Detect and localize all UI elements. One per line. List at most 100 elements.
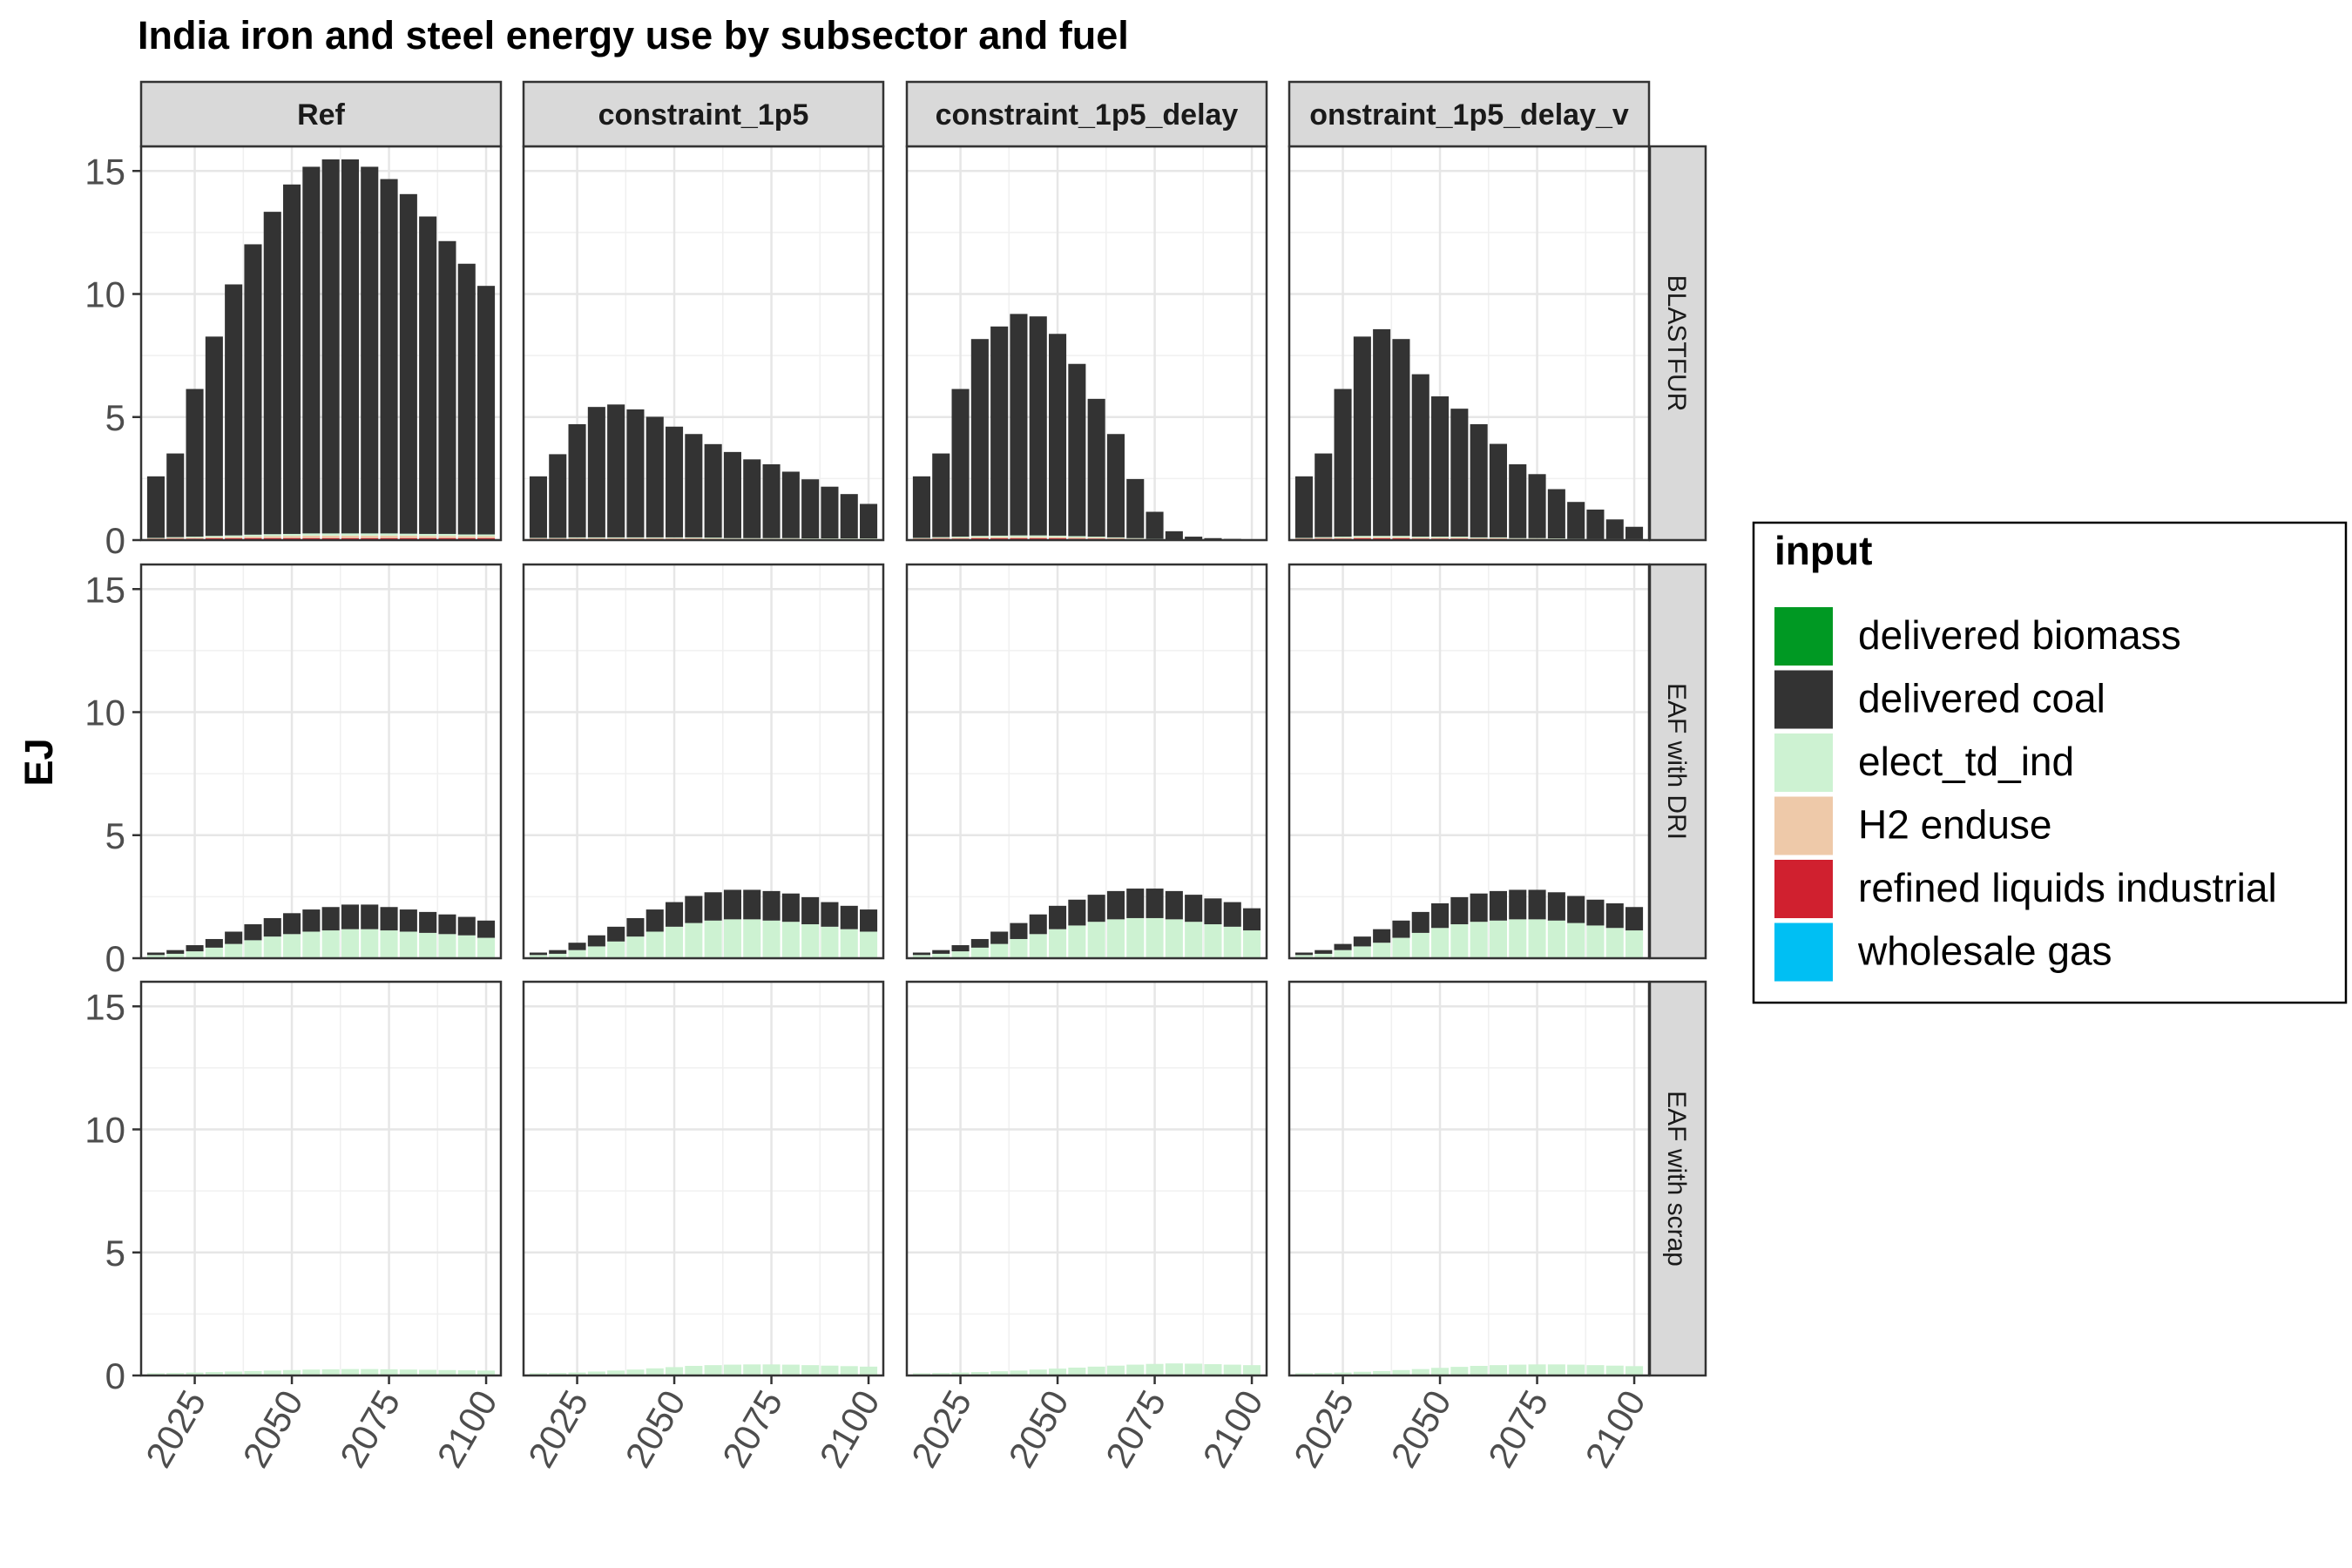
panel-background (1289, 982, 1649, 1375)
bar-segment-delivered-coal-2100 (1625, 907, 1644, 931)
y-tick-label: 0 (105, 938, 125, 979)
bar-segment-delivered-coal-2090 (1586, 899, 1605, 926)
bar-segment-elect-td-ind-2040 (244, 534, 262, 537)
bar-segment-elect-td-ind-2090 (438, 1369, 456, 1375)
bar-segment-delivered-coal-2020 (1315, 950, 1333, 954)
bar-segment-elect-td-ind-2050 (1049, 535, 1067, 537)
y-tick-label: 15 (84, 569, 125, 610)
bar-segment-elect-td-ind-2100 (1625, 1366, 1644, 1375)
bar-segment-delivered-coal-2050 (666, 902, 684, 927)
bar-segment-elect-td-ind-2015 (912, 537, 930, 539)
bar-segment-delivered-coal-2065 (723, 889, 741, 920)
bar-segment-elect-td-ind-2030 (587, 946, 605, 958)
bar-segment-elect-td-ind-2070 (361, 533, 379, 536)
bar-segment-h2-enduse-2065 (1489, 537, 1507, 539)
bar-segment-elect-td-ind-2065 (1106, 537, 1125, 538)
bar-segment-delivered-coal-2095 (457, 263, 476, 535)
y-tick-label: 0 (105, 1355, 125, 1396)
bar-segment-delivered-coal-2030 (205, 336, 223, 537)
bar-segment-delivered-coal-2045 (1029, 914, 1047, 935)
bar-segment-elect-td-ind-2025 (1334, 950, 1352, 958)
bar-segment-elect-td-ind-2075 (762, 1364, 781, 1375)
panel-eaf-with-scrap-constraint-1p5: 2025 2050 2075 2100 (520, 980, 888, 1474)
y-tick-label: 15 (84, 986, 125, 1027)
bar-segment-h2-enduse-2030 (587, 537, 605, 539)
bar-segment-elect-td-ind-2060 (1087, 922, 1105, 958)
bar-segment-elect-td-ind-2075 (1528, 919, 1546, 958)
bar-segment-elect-td-ind-2065 (1106, 919, 1125, 958)
bar-segment-h2-enduse-2020 (549, 538, 567, 539)
bar-segment-elect-td-ind-2090 (1204, 924, 1222, 958)
bar-segment-delivered-coal-2060 (321, 907, 340, 931)
panel-eaf-with-dri-ref: 0 5 10 15 (84, 563, 503, 979)
bar-segment-elect-td-ind-2060 (704, 1365, 722, 1375)
legend-key-elect-td-ind (1774, 733, 1833, 792)
bar-segment-delivered-coal-2040 (1010, 923, 1028, 939)
legend-key-refined-liquids-industrial (1774, 860, 1833, 918)
bar-segment-delivered-coal-2020 (549, 950, 567, 954)
bar-segment-h2-enduse-2055 (685, 537, 703, 539)
legend-key-wholesale-gas (1774, 923, 1833, 982)
bar-segment-elect-td-ind-2060 (321, 1369, 340, 1375)
bar-segment-delivered-coal-2070 (1509, 889, 1527, 920)
bar-segment-elect-td-ind-2055 (302, 1369, 321, 1375)
bar-segment-delivered-coal-2055 (1068, 899, 1086, 926)
bar-segment-h2-enduse-2070 (1126, 538, 1145, 539)
bar-segment-h2-enduse-2065 (341, 535, 359, 538)
bar-segment-delivered-coal-2100 (477, 920, 496, 938)
row-strip-background (1648, 145, 1707, 542)
bar-segment-elect-td-ind-2080 (1547, 538, 1565, 539)
legend-label-h2-enduse: H2 enduse (1858, 802, 2052, 848)
bar-segment-delivered-coal-2015 (146, 952, 165, 956)
bar-segment-h2-enduse-2060 (1470, 537, 1488, 539)
bar-segment-elect-td-ind-2095 (457, 534, 476, 537)
bar-segment-elect-td-ind-2020 (932, 953, 950, 958)
panel-blastfur-onstraint-1p5-delay-v (1288, 145, 1651, 542)
legend-title: input (1774, 528, 1872, 573)
bar-segment-elect-td-ind-2055 (1068, 925, 1086, 958)
row-strip-background (1648, 563, 1707, 960)
bar-segment-elect-td-ind-2025 (186, 951, 204, 958)
legend-label-delivered-biomass: delivered biomass (1858, 612, 2181, 658)
bar-segment-elect-td-ind-2045 (1029, 535, 1047, 537)
bar-segment-elect-td-ind-2085 (801, 1365, 820, 1375)
bar-segment-elect-td-ind-2040 (1392, 536, 1410, 537)
bar-segment-elect-td-ind-2020 (166, 537, 185, 538)
bar-segment-elect-td-ind-2025 (186, 1372, 204, 1375)
bar-segment-elect-td-ind-2035 (1373, 943, 1391, 958)
bar-segment-elect-td-ind-2030 (205, 947, 223, 958)
bar-segment-delivered-coal-2015 (529, 952, 547, 956)
bar-segment-delivered-coal-2070 (361, 904, 379, 929)
bar-segment-delivered-coal-2055 (685, 896, 703, 923)
bar-segment-elect-td-ind-2060 (1470, 537, 1488, 538)
bar-segment-elect-td-ind-2045 (645, 1368, 664, 1375)
bar-segment-delivered-coal-2020 (549, 454, 567, 538)
column-strip-background (522, 80, 885, 148)
bar-segment-elect-td-ind-2030 (970, 947, 989, 958)
bar-segment-elect-td-ind-2070 (1509, 537, 1527, 539)
bar-segment-delivered-coal-2050 (283, 184, 301, 534)
bar-segment-delivered-coal-2095 (840, 905, 858, 929)
bar-segment-elect-td-ind-2040 (1010, 938, 1028, 958)
bar-segment-delivered-coal-2050 (666, 426, 684, 537)
bar-segment-elect-td-ind-2040 (1392, 937, 1410, 958)
bar-segment-h2-enduse-2050 (1431, 537, 1450, 539)
bar-segment-h2-enduse-2035 (990, 537, 1009, 539)
bar-segment-delivered-coal-2045 (1411, 911, 1429, 933)
bar-segment-delivered-coal-2030 (205, 938, 223, 948)
y-tick-label: 0 (105, 520, 125, 561)
bar-segment-delivered-coal-2070 (1126, 889, 1145, 918)
bar-segment-elect-td-ind-2015 (529, 537, 547, 539)
bar-segment-delivered-coal-2040 (244, 244, 262, 535)
panel-background (1289, 564, 1649, 958)
bar-segment-elect-td-ind-2080 (781, 1364, 800, 1375)
bar-segment-elect-td-ind-2085 (419, 1369, 437, 1375)
bar-segment-elect-td-ind-2030 (205, 536, 223, 537)
bar-segment-elect-td-ind-2070 (743, 919, 761, 958)
bar-segment-elect-td-ind-2045 (263, 534, 281, 537)
bar-segment-elect-td-ind-2015 (146, 1373, 165, 1375)
bar-segment-elect-td-ind-2020 (1315, 953, 1333, 958)
bar-segment-elect-td-ind-2080 (399, 533, 417, 536)
panel-eaf-with-dri-onstraint-1p5-delay-v (1288, 563, 1651, 960)
bar-segment-elect-td-ind-2075 (762, 537, 781, 539)
